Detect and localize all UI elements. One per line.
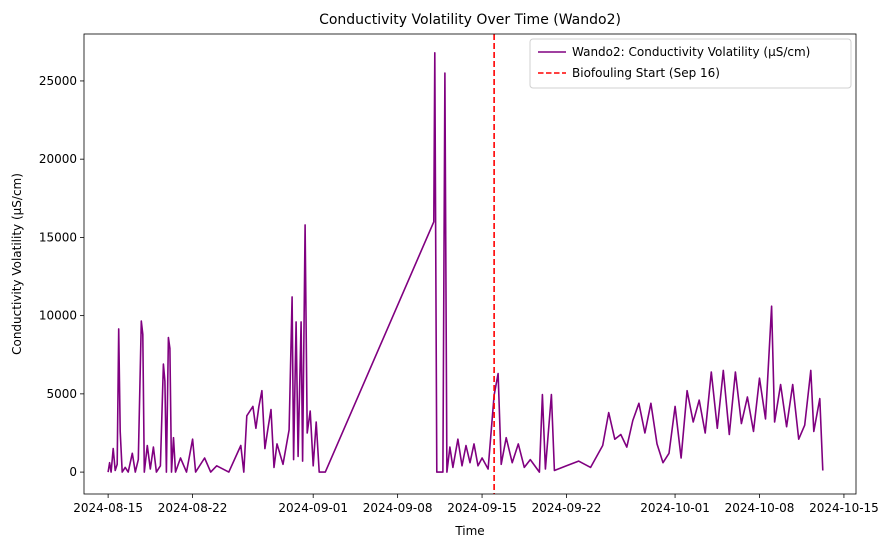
x-tick-label: 2024-08-15	[73, 501, 143, 515]
x-tick-label: 2024-09-15	[447, 501, 517, 515]
series-line-0	[107, 52, 824, 473]
x-tick-label: 2024-10-08	[725, 501, 795, 515]
plot-area: 0 5000 10000 15000 20000 25000 2024-08-15 2024-…	[39, 33, 879, 515]
x-tick-label: 2024-08-22	[158, 501, 228, 515]
legend-series-label: Wando2: Conductivity Volatility (µS/cm)	[572, 45, 810, 59]
x-tick-label: 2024-09-01	[278, 501, 348, 515]
y-tick-label: 5000	[46, 387, 77, 401]
y-tick-label: 25000	[39, 74, 77, 88]
legend-reference-label: Biofouling Start (Sep 16)	[572, 66, 720, 80]
x-axis-title: Time	[454, 524, 484, 538]
x-tick-label: 2024-10-15	[809, 501, 879, 515]
y-tick-label: 20000	[39, 152, 77, 166]
x-tick-label: 2024-09-22	[532, 501, 602, 515]
legend-box	[529, 38, 852, 89]
plot-frame	[83, 33, 857, 495]
chart-title: Conductivity Volatility Over Time (Wando…	[319, 12, 621, 28]
legend: Wando2: Conductivity Volatility (µS/cm) …	[529, 38, 852, 89]
y-tick-label: 10000	[39, 309, 77, 323]
y-axis-title: Conductivity Volatility (µS/cm)	[10, 173, 24, 355]
x-tick-label: 2024-10-01	[640, 501, 710, 515]
x-tick-label: 2024-09-08	[363, 501, 433, 515]
y-tick-label: 15000	[39, 230, 77, 244]
y-tick-label: 0	[69, 465, 77, 479]
